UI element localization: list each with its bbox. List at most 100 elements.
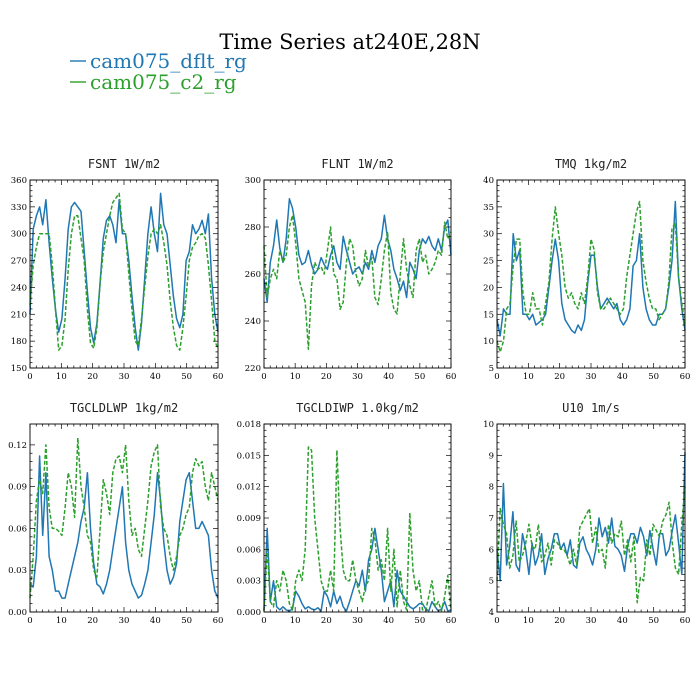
- x-tick-label: 30: [119, 372, 130, 382]
- series-line-2: [263, 214, 452, 350]
- chart-panel-4: TGCLDLWP 1kg/m2 0 10 20 30 40 50 60 0.00 0.03 0.06…: [8, 401, 223, 626]
- y-tick-label: 280: [245, 223, 261, 233]
- y-tick-label: 0.000: [237, 608, 261, 618]
- x-tick-label: 20: [554, 616, 565, 626]
- y-tick-label: 0.06: [8, 524, 27, 534]
- x-tick-label: 50: [648, 616, 659, 626]
- y-tick-label: 0.003: [237, 577, 261, 587]
- y-tick-label: 25: [483, 257, 494, 267]
- y-tick-label: 7: [489, 514, 494, 524]
- y-tick-label: 20: [483, 283, 494, 293]
- y-tick-label: 0.009: [237, 514, 261, 524]
- legend-label-series-2: cam075_c2_rg: [90, 70, 237, 94]
- y-tick-label: 0.12: [8, 441, 27, 451]
- figure-title: Time Series at240E,28N: [219, 30, 480, 54]
- x-tick-label: 30: [352, 372, 363, 382]
- x-tick-label: 50: [414, 372, 425, 382]
- x-tick-label: 60: [213, 372, 224, 382]
- x-tick-label: 0: [494, 372, 499, 382]
- y-tick-label: 150: [11, 364, 27, 374]
- series-line-1: [29, 455, 219, 599]
- y-tick-label: 4: [489, 608, 494, 618]
- x-tick-label: 30: [586, 372, 597, 382]
- x-tick-label: 10: [523, 616, 534, 626]
- y-tick-label: 0.018: [237, 420, 261, 430]
- x-tick-label: 10: [523, 372, 534, 382]
- x-tick-label: 20: [321, 616, 332, 626]
- x-tick-label: 0: [27, 372, 32, 382]
- y-tick-label: 10: [483, 420, 494, 430]
- chart-panel-3: TMQ 1kg/m2 0 10 20 30 40 50 60 5 10 15 20 25 30 35 40: [483, 157, 690, 382]
- x-tick-label: 50: [648, 372, 659, 382]
- x-tick-label: 30: [352, 616, 363, 626]
- y-tick-label: 260: [245, 270, 261, 280]
- plot-frame: [496, 179, 686, 369]
- x-tick-label: 20: [87, 372, 98, 382]
- y-tick-label: 360: [11, 176, 27, 186]
- panel-title-4: TGCLDLWP 1kg/m2: [70, 401, 178, 415]
- legend-label-series-1: cam075_dflt_rg: [90, 49, 247, 73]
- y-tick-label: 0.03: [8, 566, 27, 576]
- series-line-2: [263, 446, 452, 612]
- y-tick-label: 240: [11, 283, 27, 293]
- series-line-1: [496, 452, 686, 582]
- y-tick-label: 0.012: [237, 483, 261, 493]
- y-tick-label: 0.015: [237, 451, 261, 461]
- series-line-1: [496, 200, 686, 337]
- x-tick-label: 20: [321, 372, 332, 382]
- x-tick-label: 60: [213, 616, 224, 626]
- y-tick-label: 300: [11, 230, 27, 240]
- y-tick-label: 300: [245, 176, 261, 186]
- x-tick-label: 10: [56, 616, 67, 626]
- panel-title-2: FLNT 1W/m2: [321, 157, 393, 171]
- x-tick-label: 40: [150, 372, 161, 382]
- y-tick-label: 15: [483, 310, 494, 320]
- panel-title-6: U10 1m/s: [562, 401, 620, 415]
- series-line-1: [263, 527, 452, 612]
- x-tick-label: 30: [119, 616, 130, 626]
- x-tick-label: 60: [446, 372, 457, 382]
- x-tick-label: 50: [181, 616, 192, 626]
- chart-panel-1: FSNT 1W/m2 0 10 20 30 40 50 60 150 180 210 240 270 30…: [11, 157, 224, 382]
- x-tick-label: 40: [617, 372, 628, 382]
- x-tick-label: 40: [383, 616, 394, 626]
- x-tick-label: 60: [680, 616, 691, 626]
- x-tick-label: 20: [554, 372, 565, 382]
- x-tick-label: 10: [290, 616, 301, 626]
- x-tick-label: 10: [290, 372, 301, 382]
- x-tick-label: 0: [27, 616, 32, 626]
- x-tick-label: 40: [150, 616, 161, 626]
- y-tick-label: 30: [483, 230, 494, 240]
- y-tick-label: 5: [489, 364, 494, 374]
- y-tick-label: 40: [483, 176, 494, 186]
- chart-panel-2: FLNT 1W/m2 0 10 20 30 40 50 60 220 240 260 280 300: [245, 157, 457, 382]
- y-tick-label: 9: [489, 451, 494, 461]
- panel-title-1: FSNT 1W/m2: [88, 157, 160, 171]
- y-tick-label: 5: [489, 577, 494, 587]
- y-tick-label: 6: [489, 545, 494, 555]
- series-line-1: [263, 198, 452, 303]
- chart-panel-5: TGCLDIWP 1.0kg/m2 0 10 20 30 40 50 60 0.000 0.003…: [237, 401, 457, 626]
- chart-panel-6: U10 1m/s 0 10 20 30 40 50 60 4 5 6 7 8 9 10: [483, 401, 690, 626]
- panels: FSNT 1W/m20 10 20 30 40 50 6015018021024027030…: [8, 157, 690, 626]
- y-tick-label: 220: [245, 364, 261, 374]
- x-tick-label: 0: [261, 372, 266, 382]
- x-tick-label: 50: [181, 372, 192, 382]
- legend: cam075_dflt_rg cam075_c2_rg: [70, 49, 247, 94]
- y-tick-label: 240: [245, 317, 261, 327]
- x-tick-label: 40: [617, 616, 628, 626]
- x-tick-label: 60: [680, 372, 691, 382]
- y-tick-label: 270: [11, 257, 27, 267]
- x-tick-label: 0: [494, 616, 499, 626]
- x-tick-label: 50: [414, 616, 425, 626]
- series-line-2: [29, 437, 219, 599]
- x-tick-label: 30: [586, 616, 597, 626]
- y-tick-label: 210: [11, 310, 27, 320]
- x-tick-label: 10: [56, 372, 67, 382]
- x-tick-label: 60: [446, 616, 457, 626]
- y-tick-label: 8: [489, 483, 494, 493]
- x-tick-label: 20: [87, 616, 98, 626]
- series-line-2: [496, 200, 686, 353]
- panel-title-5: TGCLDIWP 1.0kg/m2: [296, 401, 419, 415]
